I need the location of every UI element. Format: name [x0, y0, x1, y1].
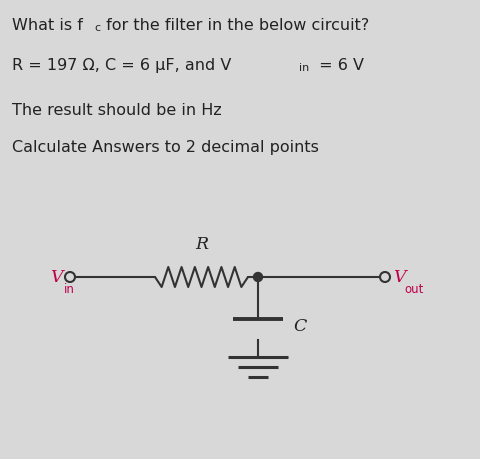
Text: c: c — [94, 23, 100, 33]
Circle shape — [253, 273, 262, 282]
Text: C: C — [292, 317, 306, 334]
Text: What is f: What is f — [12, 18, 83, 33]
Text: Calculate Answers to 2 decimal points: Calculate Answers to 2 decimal points — [12, 140, 318, 155]
Text: in: in — [299, 63, 309, 73]
Text: in: in — [64, 282, 75, 295]
Text: out: out — [403, 282, 422, 295]
Text: for the filter in the below circuit?: for the filter in the below circuit? — [101, 18, 369, 33]
Text: = 6 V: = 6 V — [313, 58, 363, 73]
Text: R = 197 Ω, C = 6 μF, and V: R = 197 Ω, C = 6 μF, and V — [12, 58, 231, 73]
Text: V: V — [50, 269, 63, 286]
Text: V: V — [392, 269, 405, 286]
Text: R: R — [194, 235, 208, 252]
Text: The result should be in Hz: The result should be in Hz — [12, 103, 221, 118]
